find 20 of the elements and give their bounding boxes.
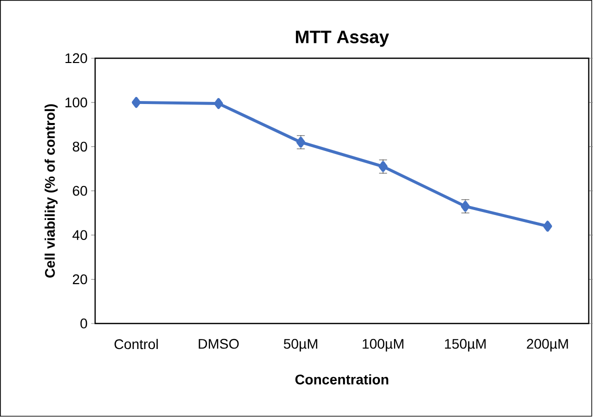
y-tick-label: 100 bbox=[66, 98, 88, 108]
point bbox=[543, 220, 552, 232]
x-axis-title: Concentration bbox=[295, 374, 388, 385]
x-tick-label: 100µM bbox=[362, 339, 404, 352]
y-tick-label: 80 bbox=[72, 142, 88, 152]
chart-title: MTT Assay bbox=[296, 30, 390, 47]
x-tick-label: 50µM bbox=[284, 339, 318, 352]
point bbox=[460, 201, 470, 212]
x-tick-label: 150µM bbox=[444, 339, 486, 352]
y-tick-label: 60 bbox=[72, 186, 88, 196]
x-tick-label: Control bbox=[114, 339, 158, 350]
y-tick-label: 0 bbox=[80, 318, 88, 329]
x-tick-label: 200µM bbox=[526, 339, 568, 352]
y-tick-label: 40 bbox=[72, 230, 88, 240]
point bbox=[132, 97, 141, 108]
point bbox=[214, 98, 224, 110]
y-axis-title: Cell viability (% of control) bbox=[44, 104, 58, 278]
y-tick-label: 120 bbox=[66, 53, 88, 64]
x-tick-label: DMSO bbox=[198, 339, 239, 349]
y-tick-label: 20 bbox=[72, 274, 88, 284]
